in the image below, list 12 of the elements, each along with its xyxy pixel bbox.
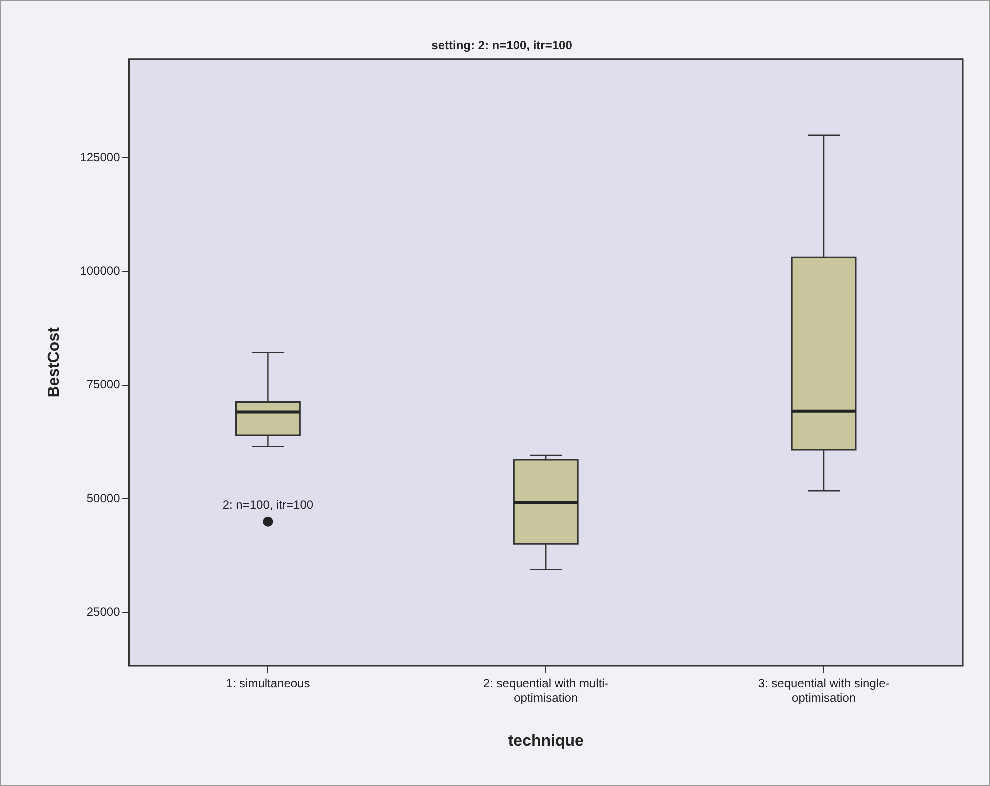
annotation: 2: n=100, itr=100: [222, 498, 314, 512]
y-tick-label: 25000: [86, 605, 121, 620]
y-tick-label: 50000: [86, 491, 121, 506]
y-axis-title: BestCost: [46, 326, 64, 398]
y-tick-label: 100000: [80, 264, 121, 278]
y-tick-label: 125000: [80, 150, 121, 164]
chart-title: setting: 2: n=100, itr=100: [432, 38, 573, 53]
x-tick-label: 1: simultaneous: [226, 676, 310, 691]
x-tick-label: 3: sequential with single-optimisation: [758, 676, 890, 705]
x-axis-title: technique: [508, 732, 584, 750]
y-tick-label: 75000: [86, 378, 121, 392]
x-tick-label: 2: sequential with multi-optimisation: [483, 676, 609, 705]
